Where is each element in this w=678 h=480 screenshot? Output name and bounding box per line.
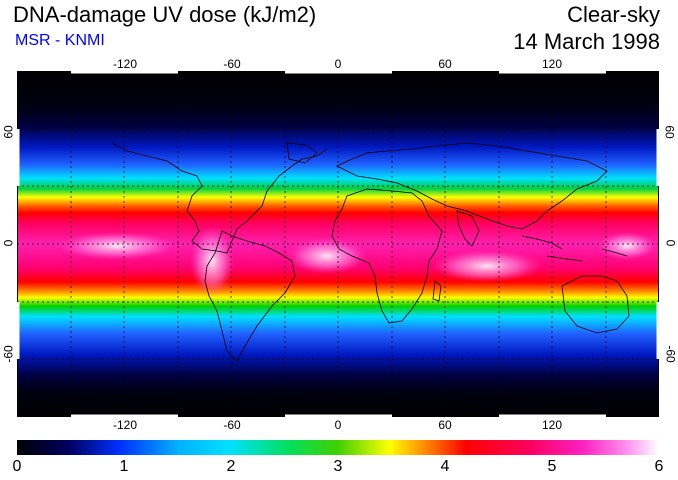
uv-hotspot (287, 238, 367, 274)
coast-se-asia-islands (521, 235, 628, 262)
coast-north-america (111, 142, 328, 254)
coast-antarctica (17, 396, 659, 402)
frame-ticks (17, 71, 659, 417)
colorbar-tick-label: 4 (440, 458, 450, 475)
right-lat-label: 60 (662, 125, 677, 139)
colorbar-tick-label: 2 (226, 458, 236, 475)
colorbar-tick-label: 3 (333, 458, 343, 475)
coast-india (456, 210, 480, 247)
uv-hotspot (597, 232, 657, 260)
sky-condition-label: Clear-sky (567, 2, 660, 27)
uv-hotspot (190, 226, 234, 296)
coast-greenland (286, 142, 318, 164)
graticule (17, 71, 659, 417)
coastlines (17, 142, 659, 402)
colorbar-tick-label: 1 (119, 458, 129, 475)
map-title: DNA-damage UV dose (kJ/m2) (13, 2, 317, 27)
uv-dose-map (17, 71, 659, 417)
colorbar-tick-label: 5 (547, 458, 557, 475)
coast-australia (561, 275, 630, 334)
coast-madagascar (432, 280, 442, 302)
bottom-lon-label: -120 (112, 418, 138, 432)
left-lat-label: -60 (1, 345, 16, 363)
coast-eurasia (336, 142, 608, 230)
colorbar (17, 440, 659, 455)
colorbar-tick-label: 6 (654, 458, 664, 475)
top-lon-label: 60 (438, 57, 452, 71)
coast-south-america (204, 230, 296, 362)
colorbar-tick-label: 0 (12, 458, 22, 475)
source-label: MSR - KNMI (15, 32, 105, 49)
uv-hotspot (432, 250, 542, 282)
right-lat-label: 0 (663, 239, 678, 247)
left-lat-label: 0 (1, 239, 16, 247)
bottom-lon-label: 120 (541, 418, 563, 432)
top-lon-label: -60 (223, 57, 241, 71)
right-lat-label: -60 (663, 345, 678, 363)
top-lon-label: 120 (541, 57, 563, 71)
left-lat-label: 60 (1, 125, 16, 139)
uv-hotspot (57, 232, 177, 260)
top-lon-label: 0 (334, 57, 342, 71)
top-lon-label: -120 (112, 57, 138, 71)
colorbar-gradient (17, 440, 659, 455)
date-label: 14 March 1998 (513, 29, 660, 54)
bottom-lon-label: 60 (438, 418, 452, 432)
bottom-lon-label: -60 (223, 418, 241, 432)
bottom-lon-label: 0 (334, 418, 342, 432)
